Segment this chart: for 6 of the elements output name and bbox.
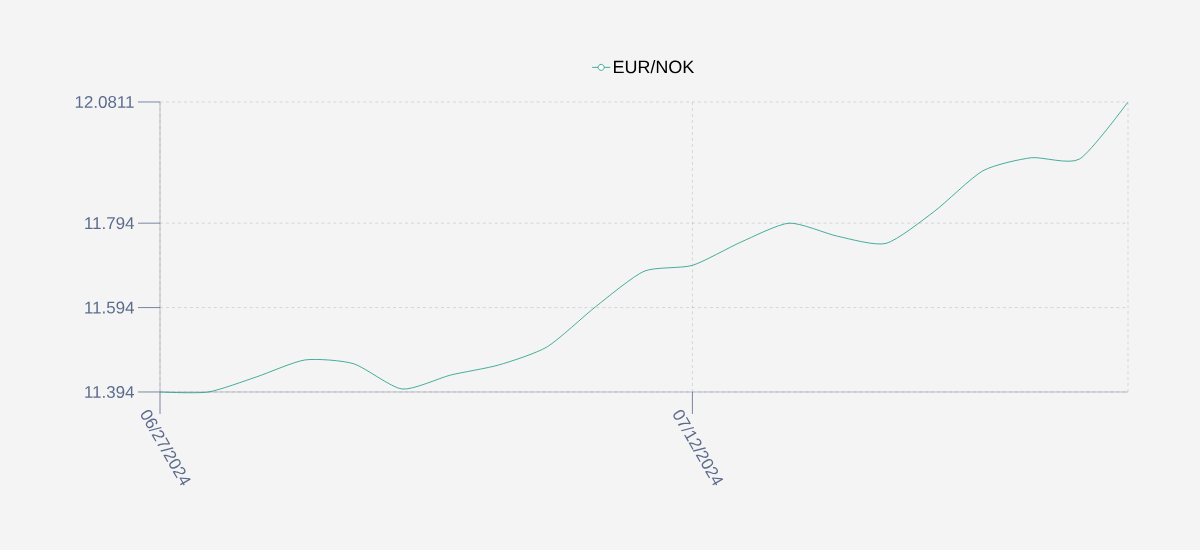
- line-series: [159, 101, 1129, 394]
- y-tick-label: 12.0811: [75, 95, 134, 108]
- y-tick-label: 11.794: [85, 217, 134, 230]
- legend-label: EUR/NOK: [614, 60, 695, 74]
- y-tick-label: 11.594: [85, 301, 134, 314]
- y-tick-label: 11.394: [85, 385, 134, 398]
